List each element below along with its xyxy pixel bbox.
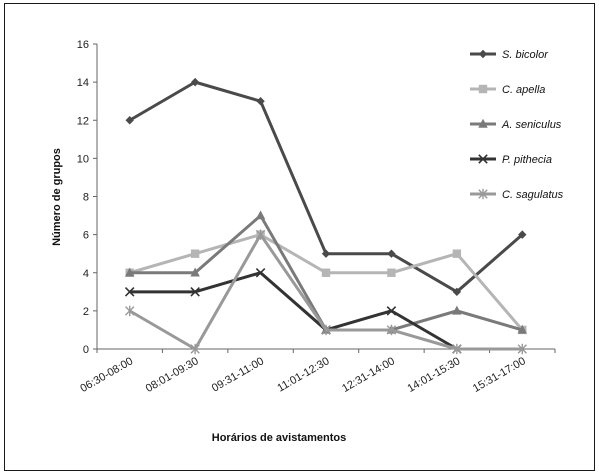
data-point bbox=[190, 77, 200, 87]
data-point-stroke bbox=[386, 306, 397, 316]
x-axis-title: Horários de avistamentos bbox=[212, 432, 347, 444]
legend-swatch-marker bbox=[478, 188, 488, 200]
legend-swatch-marker bbox=[478, 84, 488, 94]
series-4 bbox=[125, 229, 527, 355]
y-tick-label: 4 bbox=[83, 268, 89, 280]
legend-label: C. sagulatus bbox=[502, 189, 564, 201]
data-point bbox=[125, 305, 135, 317]
legend-entry: C. apella bbox=[470, 84, 545, 96]
y-tick-label: 0 bbox=[83, 344, 89, 356]
data-point bbox=[321, 268, 331, 277]
data-point bbox=[124, 287, 135, 297]
chart-frame bbox=[4, 3, 595, 471]
data-point bbox=[190, 267, 200, 277]
y-tick-label: 12 bbox=[77, 115, 89, 127]
data-point bbox=[255, 210, 266, 220]
data-point bbox=[452, 343, 462, 355]
data-point bbox=[517, 343, 527, 355]
y-tick-label: 8 bbox=[83, 192, 89, 204]
legend-label: C. apella bbox=[502, 84, 545, 96]
x-tick-label: 09:31-11:00 bbox=[210, 355, 266, 394]
data-point bbox=[256, 96, 265, 106]
legend-swatch-marker bbox=[478, 49, 488, 59]
data-point bbox=[452, 249, 462, 258]
legend-entry: A. seniculus bbox=[470, 118, 562, 131]
y-tick-label: 14 bbox=[77, 77, 89, 89]
data-point bbox=[452, 287, 462, 297]
data-point-stroke bbox=[124, 287, 135, 297]
legend-entry: C. sagulatus bbox=[470, 188, 564, 201]
series-line bbox=[129, 233, 524, 331]
x-tick-label: 11:01-12:30 bbox=[275, 355, 331, 394]
y-tick-label: 2 bbox=[83, 306, 89, 318]
data-point bbox=[321, 324, 331, 336]
data-point bbox=[255, 229, 266, 240]
data-point-stroke bbox=[255, 267, 266, 278]
data-point bbox=[387, 268, 396, 277]
y-axis-title: Número de grupos bbox=[51, 148, 63, 246]
x-tick-label: 06:30-08:00 bbox=[78, 355, 135, 395]
data-point bbox=[518, 230, 527, 239]
x-tick-label: 14:01-15:30 bbox=[406, 355, 463, 395]
legend-swatch-marker-stroke bbox=[478, 154, 488, 164]
x-tick-label: 12:31-14:00 bbox=[340, 355, 397, 395]
legend-entry: P. pithecia bbox=[470, 154, 552, 166]
data-point bbox=[386, 324, 397, 336]
series-3 bbox=[124, 267, 462, 354]
data-point bbox=[190, 343, 200, 355]
legend: S. bicolor C. apella A. seniculus P. pithec… bbox=[470, 49, 564, 201]
data-point bbox=[386, 306, 397, 316]
data-point bbox=[452, 305, 462, 315]
data-point bbox=[255, 267, 266, 278]
data-point bbox=[125, 267, 135, 277]
legend-label: P. pithecia bbox=[502, 154, 552, 166]
legend-label: S. bicolor bbox=[502, 49, 549, 61]
y-tick-label: 16 bbox=[77, 39, 89, 51]
y-tick-label: 10 bbox=[77, 153, 89, 165]
series-0 bbox=[125, 77, 527, 297]
series-line bbox=[129, 271, 458, 351]
legend-entry: S. bicolor bbox=[470, 49, 549, 61]
y-tick-label: 6 bbox=[83, 230, 89, 242]
data-point bbox=[517, 324, 527, 334]
data-point bbox=[387, 249, 396, 258]
data-point bbox=[190, 287, 200, 297]
x-tick-label: 15:31-17:00 bbox=[471, 355, 528, 395]
data-point bbox=[125, 116, 134, 125]
data-point bbox=[321, 249, 331, 258]
x-tick-label: 08:01-09:30 bbox=[144, 355, 201, 395]
data-point-stroke bbox=[190, 287, 200, 297]
legend-swatch-marker bbox=[478, 118, 488, 128]
legend-swatch-marker bbox=[478, 154, 488, 164]
plot-area bbox=[124, 77, 527, 355]
legend-label: A. seniculus bbox=[501, 119, 562, 131]
data-point bbox=[190, 249, 200, 258]
